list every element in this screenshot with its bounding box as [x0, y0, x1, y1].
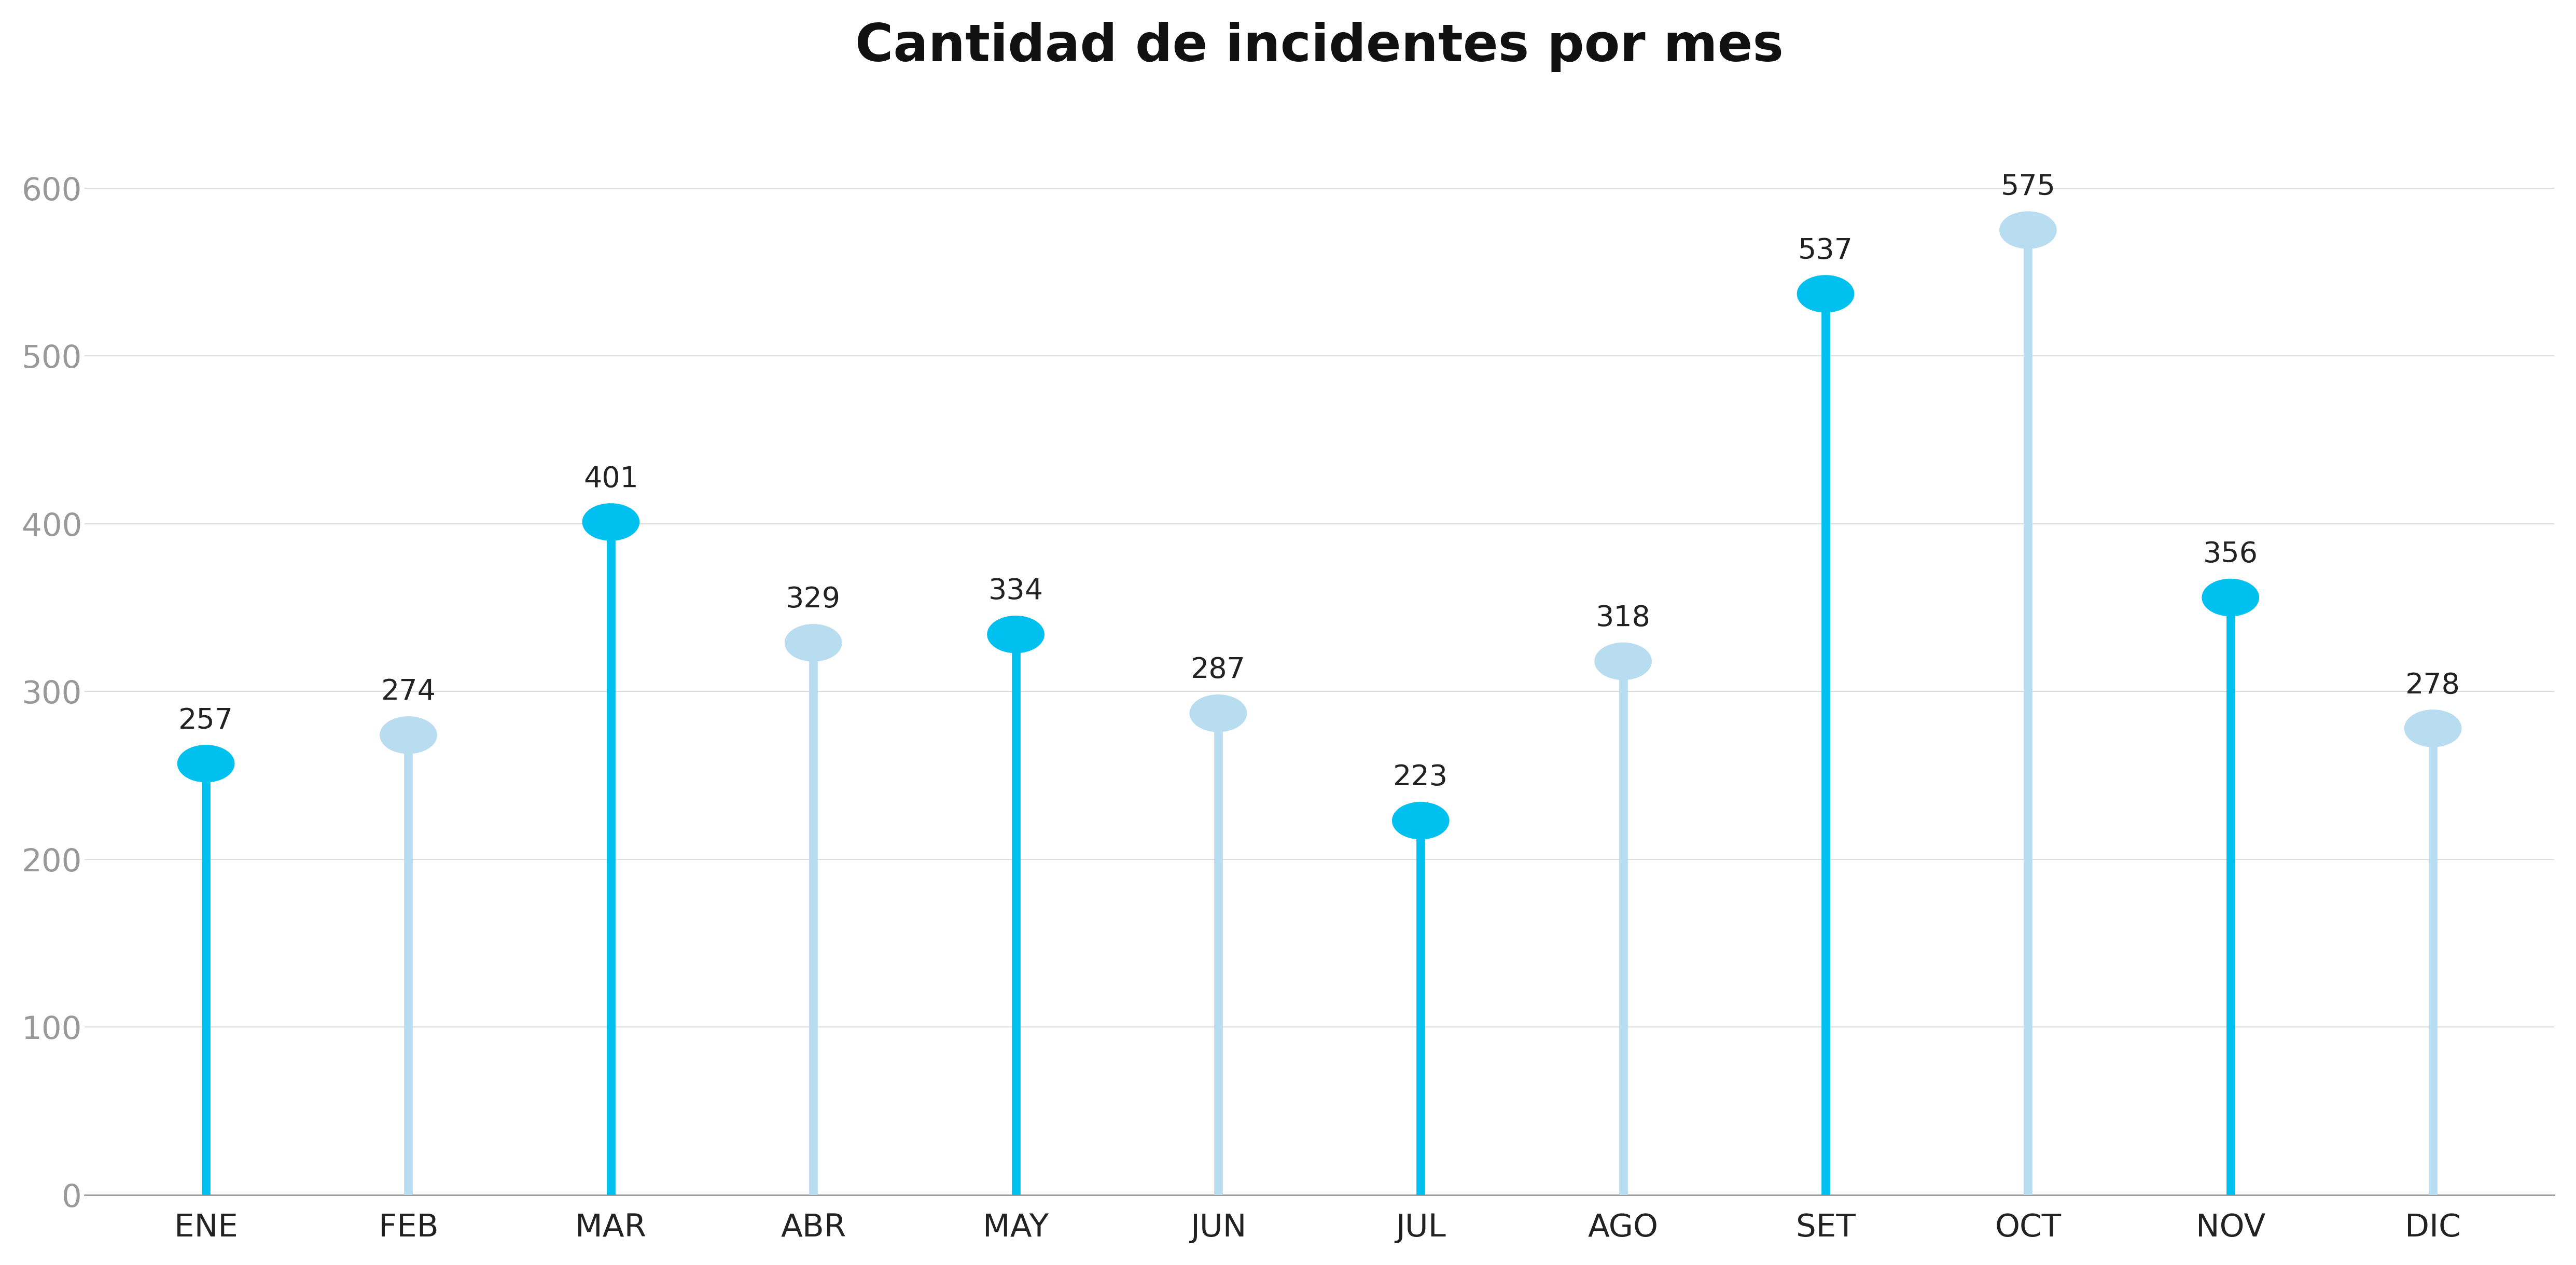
Ellipse shape [987, 616, 1043, 653]
Ellipse shape [178, 745, 234, 782]
Text: 318: 318 [1595, 605, 1651, 632]
Text: 274: 274 [381, 678, 435, 706]
Text: 334: 334 [989, 577, 1043, 606]
Ellipse shape [786, 625, 842, 662]
Text: 223: 223 [1394, 764, 1448, 792]
Ellipse shape [1391, 802, 1450, 839]
Ellipse shape [1595, 643, 1651, 679]
Text: 257: 257 [178, 707, 234, 735]
Ellipse shape [582, 503, 639, 540]
Text: 575: 575 [2002, 173, 2056, 201]
Ellipse shape [2202, 579, 2259, 616]
Text: 329: 329 [786, 586, 840, 614]
Text: 401: 401 [582, 466, 639, 493]
Text: 537: 537 [1798, 237, 1852, 264]
Ellipse shape [1190, 694, 1247, 731]
Ellipse shape [381, 717, 438, 754]
Text: 287: 287 [1190, 657, 1247, 684]
Text: 278: 278 [2406, 672, 2460, 700]
Ellipse shape [1999, 211, 2056, 248]
Text: 356: 356 [2202, 540, 2259, 568]
Ellipse shape [2403, 710, 2460, 746]
Title: Cantidad de incidentes por mes: Cantidad de incidentes por mes [855, 22, 1783, 72]
Ellipse shape [1798, 276, 1855, 312]
